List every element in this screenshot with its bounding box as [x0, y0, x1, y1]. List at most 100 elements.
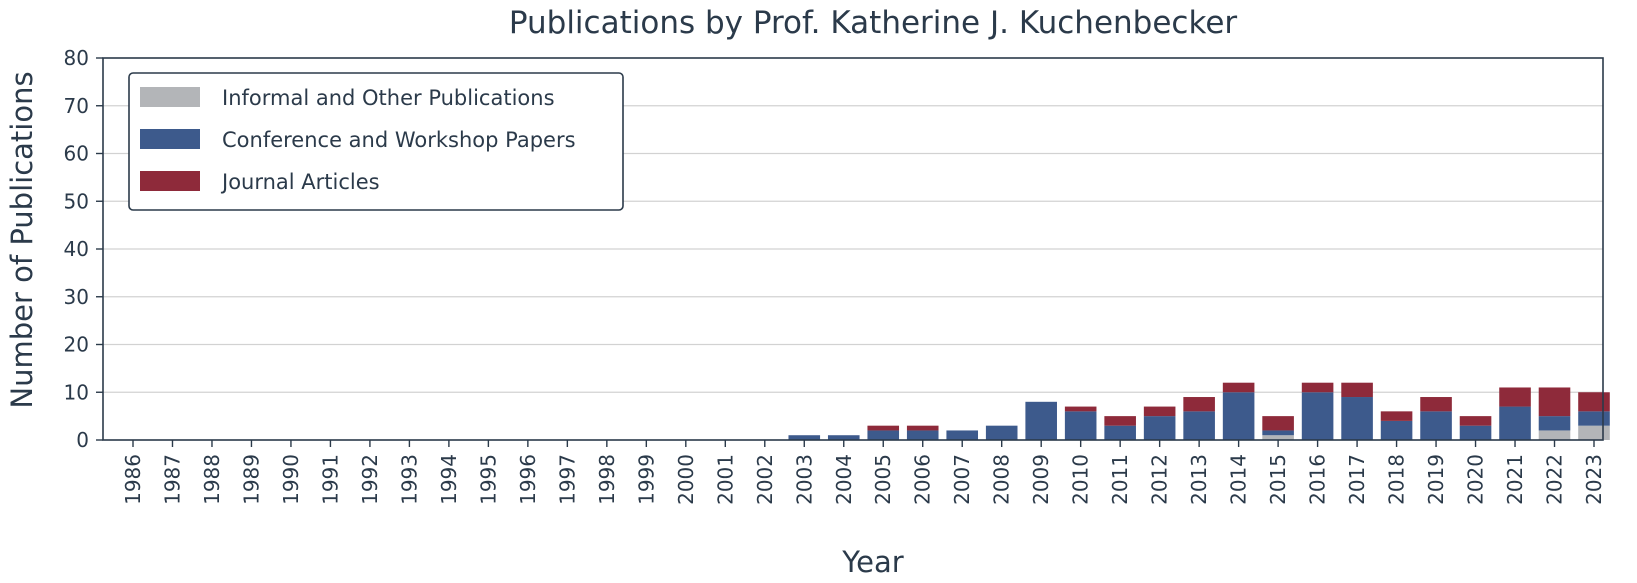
bar-2015-series-2: [1262, 416, 1294, 431]
x-tick-label-2001: 2001: [713, 454, 737, 505]
axis-ticks: 0 10 20 30 40 50 60 70 80 1986 1987 1988 1989 1990 199…: [64, 46, 1606, 505]
y-axis-label: Number of Publications: [5, 71, 39, 408]
bar-2014-series-1: [1222, 392, 1255, 440]
legend-label-1: Conference and Workshop Papers: [222, 128, 576, 152]
x-tick-label-2000: 2000: [674, 454, 698, 505]
bar-2017-series-1: [1341, 397, 1373, 440]
x-tick-label-1988: 1988: [200, 454, 224, 505]
x-tick-label-1998: 1998: [595, 454, 619, 505]
x-tick-label-1996: 1996: [516, 454, 540, 505]
bar-2016-series-1: [1301, 392, 1334, 440]
bar-2023-series-2: [1578, 392, 1610, 412]
bar-2017-series-2: [1341, 382, 1373, 398]
bar-2020-series-1: [1459, 425, 1492, 440]
x-tick-label-1992: 1992: [358, 454, 382, 505]
y-tick-label-50: 50: [64, 189, 89, 213]
legend-label-0: Informal and Other Publications: [222, 86, 555, 110]
bar-2020-series-2: [1459, 416, 1492, 426]
bar-2012-series-1: [1143, 416, 1176, 440]
bar-2006-series-1: [906, 430, 939, 440]
x-tick-label-2016: 2016: [1306, 454, 1330, 505]
bar-2007-series-1: [946, 430, 979, 440]
x-tick-label-2023: 2023: [1582, 454, 1606, 505]
bar-2021-series-1: [1499, 406, 1531, 440]
bar-2022-series-1: [1538, 416, 1571, 431]
x-tick-label-2012: 2012: [1148, 454, 1172, 505]
bar-2015-series-1: [1262, 430, 1294, 436]
bar-2008-series-1: [985, 425, 1018, 440]
bars: [788, 382, 1610, 440]
x-tick-label-2009: 2009: [1029, 454, 1053, 505]
x-tick-label-2018: 2018: [1385, 454, 1409, 505]
bar-2010-series-1: [1064, 411, 1097, 440]
x-tick-label-2010: 2010: [1069, 454, 1093, 505]
x-tick-label-2005: 2005: [871, 454, 895, 505]
bar-2010-series-2: [1064, 406, 1097, 412]
x-tick-label-1995: 1995: [476, 454, 500, 505]
bar-2022-series-0: [1538, 430, 1571, 440]
legend: Informal and Other Publications Conferenc…: [128, 72, 624, 211]
y-tick-label-20: 20: [64, 333, 89, 357]
x-tick-label-1997: 1997: [555, 454, 579, 505]
bar-2005-series-1: [867, 430, 900, 440]
bar-2005-series-2: [867, 425, 900, 431]
y-tick-label-70: 70: [64, 94, 89, 118]
x-tick-label-2022: 2022: [1543, 454, 1567, 505]
y-tick-label-40: 40: [64, 237, 89, 261]
y-tick-label-60: 60: [64, 142, 89, 166]
bar-2013-series-1: [1183, 411, 1215, 440]
bar-2009-series-1: [1025, 401, 1057, 440]
bar-2013-series-2: [1183, 397, 1215, 412]
x-tick-label-1991: 1991: [318, 454, 342, 505]
bar-2022-series-2: [1538, 387, 1571, 417]
bar-2003-series-1: [788, 435, 821, 440]
x-tick-label-2019: 2019: [1424, 454, 1448, 505]
legend-swatch-2: [140, 171, 200, 191]
bar-2011-series-2: [1104, 416, 1136, 426]
x-tick-label-2020: 2020: [1464, 454, 1488, 505]
x-tick-label-2013: 2013: [1187, 454, 1211, 505]
x-tick-label-2015: 2015: [1266, 454, 1290, 505]
x-tick-label-2008: 2008: [990, 454, 1014, 505]
bar-2014-series-2: [1222, 382, 1255, 393]
x-tick-label-1990: 1990: [279, 454, 303, 505]
legend-box: [128, 72, 624, 211]
bar-2015-series-0: [1262, 435, 1294, 440]
x-tick-label-1999: 1999: [634, 454, 658, 505]
x-tick-label-1989: 1989: [239, 454, 263, 505]
bar-2011-series-1: [1104, 425, 1136, 440]
x-axis-label: Year: [841, 545, 903, 579]
x-tick-label-2007: 2007: [950, 454, 974, 505]
bar-2018-series-1: [1380, 420, 1413, 440]
bar-2018-series-2: [1380, 411, 1413, 421]
x-tick-label-2003: 2003: [792, 454, 816, 505]
legend-swatch-1: [140, 129, 200, 149]
x-tick-label-1987: 1987: [160, 454, 184, 505]
y-tick-label-0: 0: [76, 428, 89, 452]
bar-2021-series-2: [1499, 387, 1531, 407]
chart-title: Publications by Prof. Katherine J. Kuche…: [509, 5, 1238, 41]
y-tick-label-30: 30: [64, 285, 89, 309]
legend-swatch-0: [140, 87, 200, 107]
bar-2006-series-2: [906, 425, 939, 431]
y-tick-label-10: 10: [64, 380, 89, 404]
x-tick-label-2021: 2021: [1503, 454, 1527, 505]
bar-2019-series-1: [1420, 411, 1452, 440]
legend-label-2: Journal Articles: [220, 170, 380, 194]
bar-2016-series-2: [1301, 382, 1334, 393]
x-tick-label-1994: 1994: [437, 454, 461, 505]
x-tick-label-2011: 2011: [1108, 454, 1132, 505]
x-tick-label-2014: 2014: [1227, 454, 1251, 505]
bar-2019-series-2: [1420, 397, 1452, 412]
bar-2023-series-0: [1578, 425, 1610, 440]
x-tick-label-1986: 1986: [121, 454, 145, 505]
bar-2004-series-1: [827, 435, 860, 440]
bar-2023-series-1: [1578, 411, 1610, 426]
x-tick-label-2004: 2004: [832, 454, 856, 505]
x-tick-label-2017: 2017: [1345, 454, 1369, 505]
x-tick-label-2006: 2006: [911, 454, 935, 505]
bar-2012-series-2: [1143, 406, 1176, 417]
y-tick-label-80: 80: [64, 46, 89, 70]
